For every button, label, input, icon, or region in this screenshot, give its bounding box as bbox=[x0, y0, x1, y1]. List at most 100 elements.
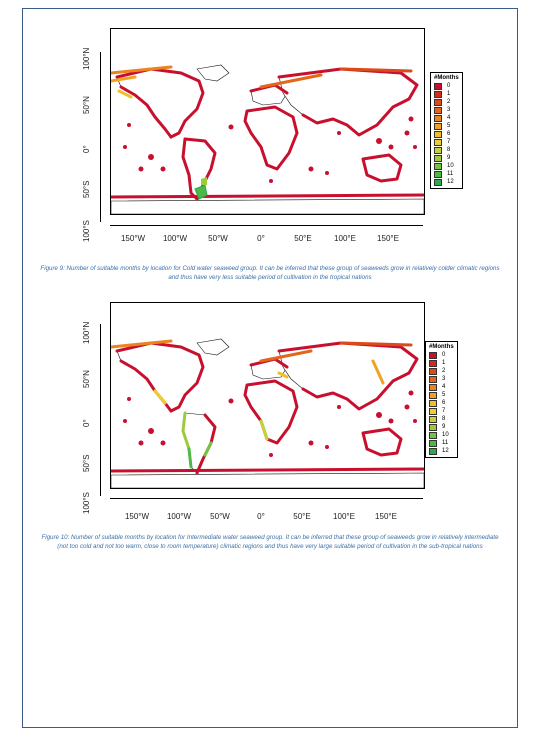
legend-swatch bbox=[429, 375, 437, 383]
legend-swatch bbox=[429, 447, 437, 455]
x-tick-label: 50°W bbox=[208, 234, 228, 243]
y-tick-label: 100°N bbox=[82, 321, 91, 344]
legend-entry: 4 bbox=[434, 114, 459, 122]
legend-swatch bbox=[429, 439, 437, 447]
months-legend: #Months 0 1 2 3 4 5 6 7 8 9 10 11 12 bbox=[430, 72, 463, 189]
legend-entry: 10 bbox=[429, 431, 454, 439]
legend-label: 5 bbox=[442, 392, 446, 398]
legend-entry: 5 bbox=[434, 122, 459, 130]
legend-swatch bbox=[429, 431, 437, 439]
x-tick-label: 0° bbox=[257, 234, 265, 243]
x-tick-label: 100°W bbox=[162, 234, 188, 243]
greenland-outline bbox=[196, 64, 230, 82]
legend-swatch bbox=[434, 130, 442, 138]
figure-caption: Figure 10: Number of suitable months by … bbox=[41, 534, 499, 550]
legend-swatch bbox=[429, 399, 437, 407]
legend-entry: 2 bbox=[434, 98, 459, 106]
legend-label: 0 bbox=[447, 83, 451, 89]
legend-title: #Months bbox=[434, 75, 459, 81]
legend-entry: 1 bbox=[434, 90, 459, 98]
legend-label: 1 bbox=[442, 360, 446, 366]
legend-label: 9 bbox=[447, 155, 451, 161]
legend-swatch bbox=[434, 98, 442, 106]
legend-entry: 7 bbox=[429, 407, 454, 415]
months-legend: #Months 0 1 2 3 4 5 6 7 8 9 10 11 12 bbox=[425, 341, 458, 458]
legend-title: #Months bbox=[429, 344, 454, 350]
x-tick-label: 150°E bbox=[377, 234, 399, 243]
map-plot bbox=[111, 64, 424, 214]
legend-swatch bbox=[434, 178, 442, 186]
x-tick-label: 50°E bbox=[294, 234, 312, 243]
legend-entry: 8 bbox=[429, 415, 454, 423]
legend-label: 5 bbox=[447, 123, 451, 129]
legend-rows: 0 1 2 3 4 5 6 7 8 9 10 11 12 bbox=[429, 351, 454, 455]
legend-label: 2 bbox=[447, 99, 451, 105]
x-axis-line bbox=[110, 498, 423, 499]
legend-label: 12 bbox=[442, 448, 449, 454]
legend-label: 4 bbox=[447, 115, 451, 121]
legend-swatch bbox=[434, 90, 442, 98]
legend-entry: 1 bbox=[429, 359, 454, 367]
figure-caption: Figure 9: Number of suitable months by l… bbox=[40, 265, 500, 281]
legend-entry: 0 bbox=[429, 351, 454, 359]
legend-label: 3 bbox=[442, 376, 446, 382]
legend-entry: 12 bbox=[434, 178, 459, 186]
legend-entry: 7 bbox=[434, 138, 459, 146]
legend-entry: 5 bbox=[429, 391, 454, 399]
legend-entry: 8 bbox=[434, 146, 459, 154]
y-axis-line bbox=[100, 324, 101, 496]
legend-swatch bbox=[429, 367, 437, 375]
legend-swatch bbox=[429, 351, 437, 359]
legend-swatch bbox=[429, 407, 437, 415]
legend-label: 7 bbox=[447, 139, 451, 145]
legend-label: 3 bbox=[447, 107, 451, 113]
figure-9: 100°N 50°N 0° 50°S 100°S bbox=[0, 20, 540, 281]
figure-10: 100°N 50°N 0° 50°S 100°S bbox=[0, 292, 540, 550]
legend-entry: 11 bbox=[429, 439, 454, 447]
legend-label: 2 bbox=[442, 368, 446, 374]
x-tick-label: 100°W bbox=[166, 512, 192, 521]
legend-entry: 2 bbox=[429, 367, 454, 375]
y-tick-label: 50°N bbox=[82, 96, 91, 114]
y-tick-label: 100°N bbox=[82, 47, 91, 70]
legend-entry: 12 bbox=[429, 447, 454, 455]
legend-label: 7 bbox=[442, 408, 446, 414]
map-plot bbox=[111, 338, 424, 488]
legend-label: 8 bbox=[442, 416, 446, 422]
x-tick-label: 50°E bbox=[293, 512, 311, 521]
legend-label: 6 bbox=[442, 400, 446, 406]
legend-entry: 9 bbox=[434, 154, 459, 162]
legend-entry: 4 bbox=[429, 383, 454, 391]
legend-entry: 9 bbox=[429, 423, 454, 431]
legend-entry: 3 bbox=[434, 106, 459, 114]
legend-label: 6 bbox=[447, 131, 451, 137]
y-tick-label: 50°S bbox=[82, 180, 91, 198]
world-map-cold-water bbox=[110, 28, 425, 215]
y-tick-label: 50°S bbox=[82, 454, 91, 472]
legend-swatch bbox=[434, 146, 442, 154]
x-tick-label: 50°W bbox=[210, 512, 230, 521]
x-axis-line bbox=[110, 225, 423, 226]
x-tick-label: 150°W bbox=[124, 512, 150, 521]
legend-swatch bbox=[434, 154, 442, 162]
x-tick-label: 100°E bbox=[333, 512, 355, 521]
x-tick-label: 100°E bbox=[334, 234, 356, 243]
y-tick-label: 100°S bbox=[82, 220, 91, 242]
legend-swatch bbox=[434, 114, 442, 122]
page-border bbox=[22, 8, 518, 728]
antarctica-outline bbox=[111, 198, 424, 214]
y-tick-label: 50°N bbox=[82, 370, 91, 388]
world-map-intermediate-water bbox=[110, 302, 425, 489]
legend-swatch bbox=[434, 170, 442, 178]
legend-swatch bbox=[434, 122, 442, 130]
legend-label: 11 bbox=[447, 171, 454, 177]
x-tick-label: 0° bbox=[257, 512, 265, 521]
legend-label: 11 bbox=[442, 440, 449, 446]
legend-swatch bbox=[434, 106, 442, 114]
legend-label: 12 bbox=[447, 179, 454, 185]
y-tick-label: 0° bbox=[82, 145, 91, 153]
legend-swatch bbox=[429, 391, 437, 399]
y-tick-label: 100°S bbox=[82, 492, 91, 514]
legend-label: 1 bbox=[447, 91, 451, 97]
legend-swatch bbox=[434, 162, 442, 170]
